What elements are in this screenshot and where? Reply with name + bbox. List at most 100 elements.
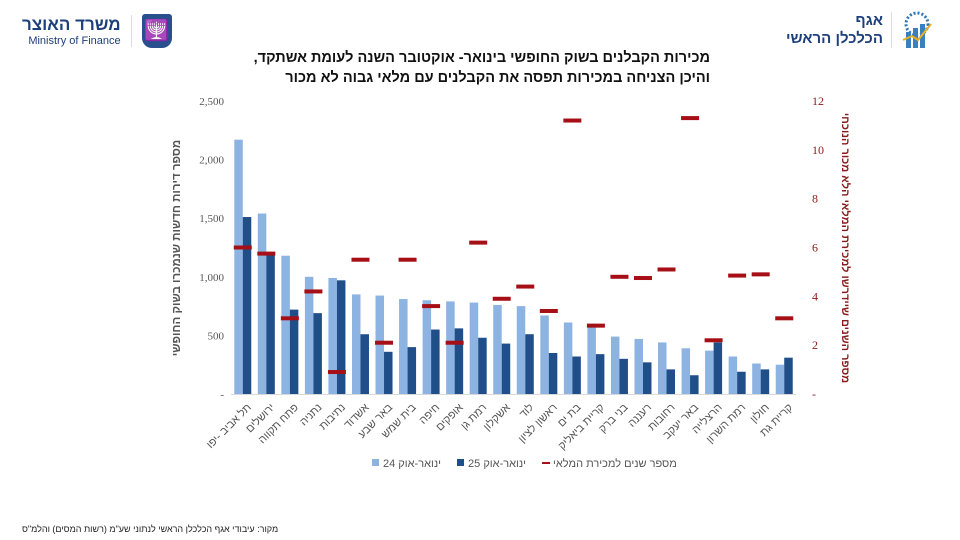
bar-2025: [760, 369, 770, 394]
bar-2025: [454, 328, 464, 394]
bar-2024: [516, 306, 526, 394]
legend-swatch: [542, 462, 551, 464]
bar-2024: [728, 356, 738, 394]
years-marker: [280, 316, 299, 321]
bar-2025: [289, 309, 299, 394]
bar-2024: [634, 338, 643, 394]
years-marker: [445, 340, 464, 345]
legend-swatch: [372, 459, 379, 466]
x-tick-label: אשקלון: [481, 401, 513, 433]
bar-2025: [360, 334, 369, 394]
bar-2025: [407, 347, 417, 394]
bar-2024: [328, 277, 337, 394]
y2-tick-label: 6: [812, 241, 818, 255]
bar-2025: [313, 313, 322, 394]
years-marker: [704, 338, 723, 343]
y-tick-label: 1,000: [199, 272, 224, 284]
bar-2024: [752, 363, 761, 394]
years-marker: [398, 257, 417, 262]
bar-2024: [587, 323, 596, 394]
bar-2024: [610, 336, 620, 394]
bar-2024: [446, 301, 455, 394]
y-tick-label: 1,500: [199, 213, 224, 225]
y-axis-label: מספר דירות חדשות שנמכרו בשוק החופשי: [171, 140, 183, 357]
chief-economist-logo: אגף הכלכלן הראשי: [786, 10, 934, 50]
y2-axis-label: מספר השנים שיידרשו למכירת המלאי הלא מכור…: [839, 113, 852, 383]
years-marker: [681, 116, 700, 121]
bar-2024: [775, 364, 785, 394]
y-tick-label: 500: [208, 330, 225, 342]
y2-tick-label: 10: [812, 143, 824, 157]
years-marker: [422, 304, 441, 309]
title-line-2: והיכן הצניחה במכירות תפסה את הקבלנים עם …: [285, 70, 710, 86]
bar-2024: [304, 276, 314, 394]
years-marker: [728, 273, 747, 278]
years-marker: [351, 257, 370, 262]
years-marker: [469, 240, 488, 245]
title-line-1: מכירות הקבלנים בשוק החופשי בינואר- אוקטו…: [253, 50, 710, 66]
bar-2025: [619, 358, 628, 394]
legend-label: ינואר-אוק 25: [468, 458, 526, 470]
y-tick-label: 2,000: [199, 155, 224, 167]
bar-2024: [540, 315, 549, 394]
bar-2024: [681, 348, 691, 394]
bar-2025: [478, 337, 487, 394]
years-marker: [751, 272, 770, 277]
legend-swatch: [457, 459, 465, 466]
y2-tick-label: 8: [812, 192, 818, 206]
bar-2024: [351, 294, 361, 394]
bar-2025: [784, 357, 793, 394]
ministry-name-hebrew: משרד האוצר: [22, 15, 121, 34]
bar-2024: [234, 139, 243, 394]
bar-2025: [384, 351, 393, 394]
bar-2025: [595, 354, 605, 394]
bar-2024: [281, 255, 290, 394]
bar-2024: [422, 300, 432, 394]
bar-2025: [548, 352, 558, 394]
chief-economist-line2: הכלכלן הראשי: [786, 30, 883, 47]
bar-2024: [469, 302, 479, 394]
years-marker: [775, 316, 794, 321]
bar-2025: [642, 362, 652, 394]
bar-2025: [431, 329, 440, 394]
bar-2024: [493, 304, 502, 394]
menorah-emblem-icon: 🕎: [141, 14, 172, 48]
years-marker: [563, 118, 582, 123]
bar-2024: [257, 213, 267, 394]
bar-2025: [501, 343, 511, 394]
years-marker: [492, 296, 511, 301]
y2-tick-label: 12: [812, 94, 824, 108]
bar-2025: [666, 369, 676, 394]
bar-2024: [375, 295, 385, 394]
years-marker: [516, 284, 535, 289]
ministry-name-english: Ministry of Finance: [28, 35, 121, 47]
bar-2024: [705, 350, 714, 394]
growth-chart-icon: [902, 11, 932, 48]
source-note: מקור: עיבודי אגף הכלכלן הראשי לנתוני שע"…: [22, 524, 279, 534]
y-tick-label: -: [220, 389, 224, 401]
legend-label: ינואר-אוק 24: [383, 458, 441, 470]
x-tick-label: לוד: [517, 401, 537, 421]
chief-economist-line1: אגף: [855, 12, 883, 29]
years-marker: [610, 274, 629, 279]
bar-2025: [572, 356, 581, 394]
bar-2024: [658, 342, 667, 394]
years-marker: [327, 370, 346, 375]
bar-2024: [399, 299, 408, 394]
y2-tick-label: 2: [812, 338, 818, 352]
y-tick-label: 2,500: [199, 96, 224, 108]
x-tick-label: נתיבות: [317, 402, 348, 433]
years-marker: [375, 340, 394, 345]
years-marker: [304, 289, 323, 294]
years-marker: [257, 251, 276, 256]
chart-title: מכירות הקבלנים בשוק החופשי בינואר- אוקטו…: [250, 48, 710, 88]
bar-2025: [713, 342, 723, 394]
bar-2025: [242, 217, 252, 394]
years-marker: [633, 276, 652, 281]
ministry-of-finance-logo: משרד האוצר Ministry of Finance 🕎: [22, 14, 172, 48]
bar-2025: [525, 334, 534, 394]
bar-2025: [336, 280, 346, 394]
x-tick-label: אופקים: [434, 402, 466, 434]
legend-label: מספר שנים למכירת המלאי: [553, 457, 677, 470]
